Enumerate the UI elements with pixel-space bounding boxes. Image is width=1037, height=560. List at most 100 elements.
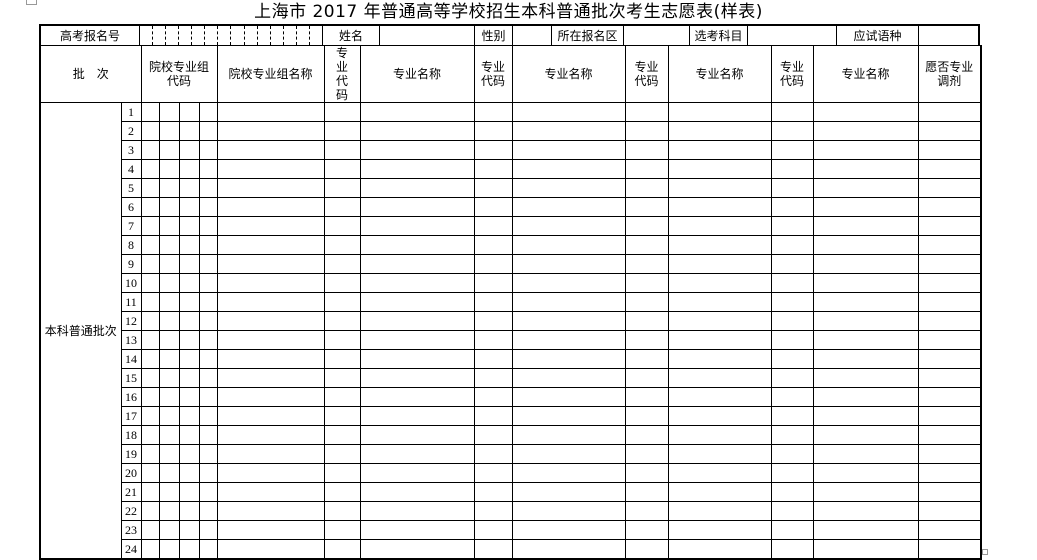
exam-no-digit-box[interactable] <box>284 26 297 45</box>
entry-cell[interactable] <box>140 121 160 141</box>
exam-no-digit-box[interactable] <box>205 26 219 45</box>
entry-cell[interactable] <box>917 178 982 198</box>
entry-cell[interactable] <box>511 216 626 236</box>
entry-cell[interactable] <box>511 406 626 426</box>
entry-cell[interactable] <box>140 197 160 217</box>
entry-cell[interactable] <box>667 178 772 198</box>
entry-cell[interactable] <box>216 102 325 122</box>
entry-cell[interactable] <box>359 311 475 331</box>
entry-cell[interactable] <box>178 425 200 445</box>
entry-cell[interactable] <box>178 482 200 502</box>
entry-cell[interactable] <box>359 121 475 141</box>
entry-cell[interactable] <box>323 311 361 331</box>
entry-cell[interactable] <box>140 216 160 236</box>
entry-cell[interactable] <box>158 292 180 312</box>
entry-cell[interactable] <box>473 406 513 426</box>
entry-cell[interactable] <box>511 140 626 160</box>
entry-cell[interactable] <box>198 292 218 312</box>
entry-cell[interactable] <box>511 235 626 255</box>
entry-cell[interactable] <box>770 178 814 198</box>
entry-cell[interactable] <box>140 235 160 255</box>
entry-cell[interactable] <box>323 539 361 560</box>
entry-cell[interactable] <box>667 311 772 331</box>
entry-cell[interactable] <box>624 387 669 407</box>
entry-cell[interactable] <box>511 387 626 407</box>
entry-cell[interactable] <box>473 330 513 350</box>
entry-cell[interactable] <box>323 216 361 236</box>
entry-cell[interactable] <box>198 311 218 331</box>
entry-cell[interactable] <box>770 121 814 141</box>
entry-cell[interactable] <box>812 121 919 141</box>
exam-no-digit-box[interactable] <box>245 26 258 45</box>
entry-cell[interactable] <box>624 159 669 179</box>
entry-cell[interactable] <box>216 520 325 540</box>
entry-cell[interactable] <box>473 140 513 160</box>
entry-cell[interactable] <box>917 330 982 350</box>
entry-cell[interactable] <box>770 368 814 388</box>
entry-cell[interactable] <box>216 197 325 217</box>
entry-cell[interactable] <box>667 216 772 236</box>
entry-cell[interactable] <box>216 273 325 293</box>
entry-cell[interactable] <box>624 482 669 502</box>
entry-cell[interactable] <box>812 406 919 426</box>
entry-cell[interactable] <box>511 159 626 179</box>
entry-cell[interactable] <box>473 425 513 445</box>
entry-cell[interactable] <box>770 482 814 502</box>
entry-cell[interactable] <box>473 349 513 369</box>
entry-cell[interactable] <box>473 501 513 521</box>
entry-cell[interactable] <box>140 520 160 540</box>
entry-cell[interactable] <box>667 254 772 274</box>
entry-cell[interactable] <box>624 254 669 274</box>
entry-cell[interactable] <box>359 330 475 350</box>
entry-cell[interactable] <box>323 501 361 521</box>
entry-cell[interactable] <box>216 121 325 141</box>
entry-cell[interactable] <box>667 292 772 312</box>
entry-cell[interactable] <box>198 102 218 122</box>
entry-cell[interactable] <box>770 406 814 426</box>
entry-cell[interactable] <box>770 444 814 464</box>
entry-cell[interactable] <box>473 311 513 331</box>
entry-cell[interactable] <box>158 178 180 198</box>
entry-cell[interactable] <box>323 140 361 160</box>
entry-cell[interactable] <box>667 349 772 369</box>
entry-cell[interactable] <box>511 368 626 388</box>
entry-cell[interactable] <box>667 539 772 560</box>
entry-cell[interactable] <box>178 349 200 369</box>
entry-cell[interactable] <box>812 235 919 255</box>
entry-cell[interactable] <box>917 197 982 217</box>
name-field[interactable] <box>380 26 475 45</box>
entry-cell[interactable] <box>917 520 982 540</box>
entry-cell[interactable] <box>473 102 513 122</box>
subjects-field[interactable] <box>748 26 837 45</box>
entry-cell[interactable] <box>667 140 772 160</box>
entry-cell[interactable] <box>216 235 325 255</box>
entry-cell[interactable] <box>323 159 361 179</box>
entry-cell[interactable] <box>917 406 982 426</box>
entry-cell[interactable] <box>359 425 475 445</box>
entry-cell[interactable] <box>158 406 180 426</box>
entry-cell[interactable] <box>624 197 669 217</box>
entry-cell[interactable] <box>511 121 626 141</box>
entry-cell[interactable] <box>216 482 325 502</box>
entry-cell[interactable] <box>216 463 325 483</box>
entry-cell[interactable] <box>511 482 626 502</box>
entry-cell[interactable] <box>667 368 772 388</box>
entry-cell[interactable] <box>624 178 669 198</box>
entry-cell[interactable] <box>158 330 180 350</box>
entry-cell[interactable] <box>323 520 361 540</box>
entry-cell[interactable] <box>140 387 160 407</box>
entry-cell[interactable] <box>178 273 200 293</box>
entry-cell[interactable] <box>359 178 475 198</box>
entry-cell[interactable] <box>158 102 180 122</box>
entry-cell[interactable] <box>511 311 626 331</box>
entry-cell[interactable] <box>323 482 361 502</box>
entry-cell[interactable] <box>624 368 669 388</box>
entry-cell[interactable] <box>667 463 772 483</box>
entry-cell[interactable] <box>511 501 626 521</box>
entry-cell[interactable] <box>178 159 200 179</box>
entry-cell[interactable] <box>178 501 200 521</box>
entry-cell[interactable] <box>140 330 160 350</box>
entry-cell[interactable] <box>359 368 475 388</box>
entry-cell[interactable] <box>812 197 919 217</box>
entry-cell[interactable] <box>158 311 180 331</box>
